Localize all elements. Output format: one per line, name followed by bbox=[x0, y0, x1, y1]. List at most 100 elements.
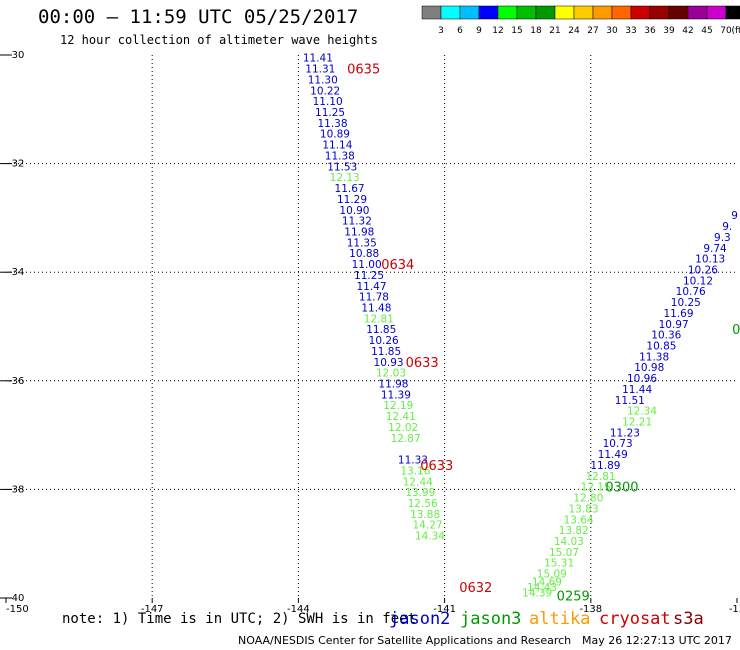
data-label-jason2: 10.98 bbox=[634, 362, 664, 374]
data-label-jason3: 12.02 bbox=[388, 422, 418, 434]
footer-credit: NOAA/NESDIS Center for Satellite Applica… bbox=[238, 634, 572, 647]
footer-timestamp: May 26 12:27:13 UTC 2017 bbox=[582, 634, 732, 647]
data-label-jason2: 11.23 bbox=[610, 427, 640, 439]
satellite-s3a-legend: s3a bbox=[673, 609, 704, 629]
data-label-jason2: 10.96 bbox=[627, 373, 657, 385]
data-label-jason2: 11.85 bbox=[366, 324, 396, 336]
colorbar-label: 27 bbox=[587, 26, 598, 36]
colorbar-swatch bbox=[592, 5, 613, 20]
x-tick-label: -138 bbox=[579, 604, 602, 615]
data-label-jason2: 11.32 bbox=[342, 216, 372, 228]
data-label-jason2: 9. bbox=[722, 221, 732, 233]
data-label-jason2: 11.53 bbox=[327, 161, 357, 173]
data-label-jason3: 12.13 bbox=[330, 172, 360, 184]
data-label-jason3: 12.80 bbox=[573, 493, 603, 505]
data-label-jason2: 11.38 bbox=[325, 150, 355, 162]
colorbar-swatch bbox=[611, 5, 632, 20]
data-label-jason3: 14.03 bbox=[554, 536, 584, 548]
colorbar-unit: (ft) bbox=[731, 26, 740, 36]
data-label-jason3: 13.88 bbox=[410, 509, 440, 521]
satellite-altika-legend: altika bbox=[529, 609, 591, 629]
satellite-cryosat-legend: cryosat bbox=[599, 609, 671, 629]
colorbar-swatch bbox=[478, 5, 499, 20]
data-label-jason3: 12.44 bbox=[403, 476, 433, 488]
time-label: 0633 bbox=[420, 459, 453, 474]
data-label-jason3: 12.41 bbox=[386, 411, 416, 423]
colorbar-label: 21 bbox=[549, 26, 560, 36]
colorbar-swatch bbox=[497, 5, 518, 20]
data-label-jason2: 11.89 bbox=[590, 460, 620, 472]
data-label-jason2: 11.29 bbox=[337, 194, 367, 206]
y-tick-label: -34 bbox=[8, 267, 24, 278]
data-label-jason2: 10.85 bbox=[646, 341, 676, 353]
data-label-jason3: 15.07 bbox=[549, 547, 579, 559]
colorbar-swatch bbox=[687, 5, 708, 20]
data-label-jason2: 11.47 bbox=[356, 281, 386, 293]
colorbar-swatch bbox=[630, 5, 651, 20]
time-label: 0300 bbox=[605, 481, 638, 496]
data-label-jason3: 12.15 bbox=[581, 482, 611, 494]
data-label-jason2: 11.69 bbox=[663, 308, 693, 320]
data-label-jason3: 13.16 bbox=[400, 465, 430, 477]
colorbar-swatch bbox=[440, 5, 461, 20]
data-label-jason3: 12.34 bbox=[627, 406, 657, 418]
data-label-jason2: 10.89 bbox=[320, 129, 350, 141]
chart-grid bbox=[6, 55, 737, 598]
data-label-jason2: 11.35 bbox=[347, 237, 377, 249]
colorbar-swatch bbox=[554, 5, 575, 20]
satellite-jason3-legend: jason3 bbox=[460, 609, 522, 629]
colorbar-label: 30 bbox=[606, 26, 618, 36]
colorbar-label: 9 bbox=[476, 26, 482, 36]
colorbar-swatch bbox=[459, 5, 480, 20]
data-label-jason2: 11.00 bbox=[352, 259, 382, 271]
data-label-jason2: 10.76 bbox=[676, 286, 706, 298]
data-label-jason3: 12.81 bbox=[586, 471, 616, 483]
y-tick-label: -36 bbox=[8, 376, 24, 387]
colorbar-label: 45 bbox=[701, 26, 712, 36]
x-tick-label: -144 bbox=[287, 604, 310, 615]
satellite-jason2-legend: jason2 bbox=[389, 609, 451, 629]
data-label-jason2: 11.44 bbox=[622, 384, 652, 396]
data-label-jason2: 11.78 bbox=[359, 292, 389, 304]
data-label-jason2: 11.49 bbox=[598, 449, 628, 461]
data-label-jason3: 13.64 bbox=[564, 514, 594, 526]
data-label-jason2: 11.31 bbox=[305, 64, 335, 76]
colorbar-label: 3 bbox=[438, 26, 444, 36]
data-label-jason2: 11.67 bbox=[335, 183, 365, 195]
data-label-jason3: 15.31 bbox=[544, 558, 574, 570]
data-label-jason2: 11.25 bbox=[354, 270, 384, 282]
data-label-jason3: 15.09 bbox=[537, 569, 567, 581]
colorbar-label: 24 bbox=[568, 26, 580, 36]
data-label-jason2: 11.14 bbox=[322, 140, 352, 152]
chart-subtitle: 12 hour collection of altimeter wave hei… bbox=[60, 33, 378, 47]
data-label-jason3: 12.87 bbox=[391, 433, 421, 445]
data-label-jason2: 11.98 bbox=[378, 379, 408, 391]
y-tick-label: -32 bbox=[8, 159, 24, 170]
data-label-jason2: 11.33 bbox=[398, 455, 428, 467]
colorbar-swatch bbox=[535, 5, 556, 20]
data-label-jason3: 13.83 bbox=[568, 503, 598, 515]
data-label-jason2: 11.30 bbox=[308, 74, 338, 86]
colorbar-swatch bbox=[516, 5, 537, 20]
data-label-jason3: 14.69 bbox=[532, 577, 562, 589]
data-label-jason3: 12.03 bbox=[376, 368, 406, 380]
x-tick-label: -13 bbox=[729, 604, 740, 615]
time-label: 0632 bbox=[459, 581, 492, 596]
colorbar-label: 39 bbox=[663, 26, 675, 36]
data-label-jason3: 12.81 bbox=[364, 313, 394, 325]
data-points: 11.4111.3111.3010.2211.1011.2511.3810.89… bbox=[303, 53, 738, 600]
x-tick-label: -147 bbox=[141, 604, 164, 615]
data-label-jason3: 13.82 bbox=[559, 525, 589, 537]
colorbar-label: 6 bbox=[457, 26, 463, 36]
data-label-jason2: 10.12 bbox=[683, 275, 713, 287]
data-label-jason2: 11.51 bbox=[615, 395, 645, 407]
colorbar-swatch bbox=[573, 5, 594, 20]
data-label-jason2: 11.10 bbox=[313, 96, 343, 108]
data-label-jason2: 11.38 bbox=[639, 351, 669, 363]
data-label-jason2: 10.93 bbox=[374, 357, 404, 369]
chart-title: 00:00 – 11:59 UTC 05/25/2017 bbox=[38, 6, 359, 28]
y-tick-label: -38 bbox=[8, 484, 24, 495]
colorbar-label: 18 bbox=[530, 26, 542, 36]
colorbar-label: 42 bbox=[682, 26, 693, 36]
